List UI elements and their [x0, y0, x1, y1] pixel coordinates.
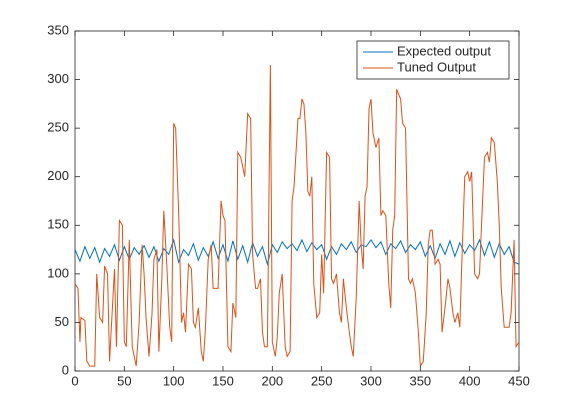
x-tick-label: 250 [311, 373, 333, 388]
legend-label: Tuned Output [397, 59, 476, 74]
series-line [74, 238, 520, 267]
x-tick-label: 200 [261, 373, 283, 388]
series-line [74, 64, 520, 368]
y-tick-label: 200 [47, 168, 69, 183]
legend-box [356, 40, 510, 80]
x-tick-label: 0 [71, 373, 78, 388]
x-tick-label: 100 [163, 373, 185, 388]
y-tick-label: 300 [47, 71, 69, 86]
x-tick-label: 400 [459, 373, 481, 388]
x-tick-label: 350 [409, 373, 431, 388]
legend-label: Expected output [397, 43, 491, 58]
x-tick-label: 50 [117, 373, 131, 388]
y-tick-label: 0 [62, 362, 69, 377]
x-tick-label: 300 [360, 373, 382, 388]
y-tick-label: 100 [47, 265, 69, 280]
x-tick-label: 450 [508, 373, 530, 388]
y-tick-label: 50 [55, 314, 69, 329]
y-tick-label: 150 [47, 217, 69, 232]
y-tick-label: 250 [47, 120, 69, 135]
plot-lines [74, 64, 520, 368]
axes-box [74, 30, 520, 372]
y-tick-label: 350 [47, 22, 69, 37]
x-tick-label: 150 [212, 373, 234, 388]
